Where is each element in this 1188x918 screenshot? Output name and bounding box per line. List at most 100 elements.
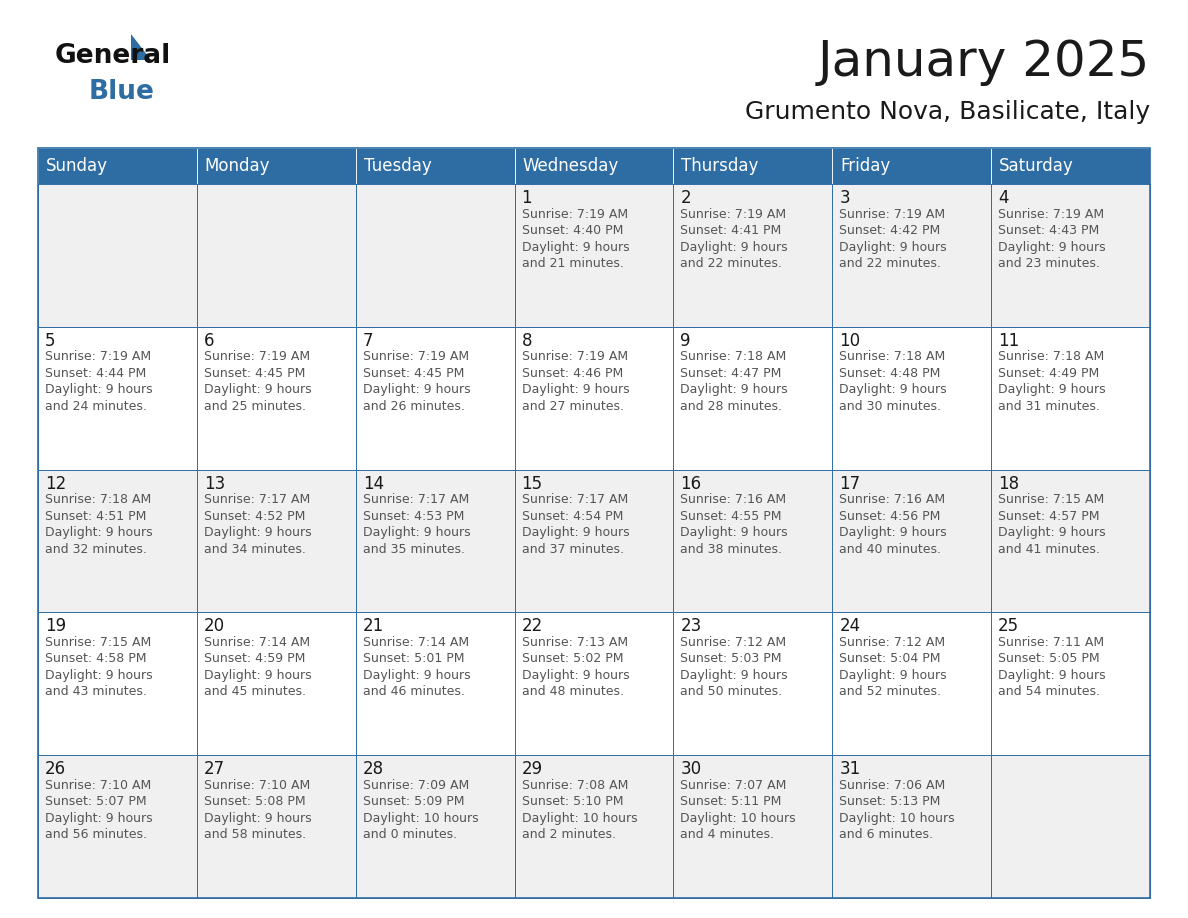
Text: Sunset: 4:42 PM: Sunset: 4:42 PM	[839, 224, 941, 237]
Text: Daylight: 9 hours: Daylight: 9 hours	[681, 669, 788, 682]
Text: 30: 30	[681, 760, 702, 778]
Text: and 41 minutes.: and 41 minutes.	[998, 543, 1100, 555]
Bar	[833, 470, 991, 612]
Text: Sunrise: 7:14 AM: Sunrise: 7:14 AM	[204, 636, 310, 649]
Text: and 32 minutes.: and 32 minutes.	[45, 543, 147, 555]
Text: Sunrise: 7:18 AM: Sunrise: 7:18 AM	[998, 351, 1105, 364]
Text: and 35 minutes.: and 35 minutes.	[362, 543, 465, 555]
Text: and 48 minutes.: and 48 minutes.	[522, 686, 624, 699]
Text: 6: 6	[204, 331, 214, 350]
Text: 12: 12	[45, 475, 67, 493]
Text: 1: 1	[522, 189, 532, 207]
Text: Daylight: 9 hours: Daylight: 9 hours	[681, 526, 788, 539]
Bar	[674, 148, 833, 184]
Text: Blue: Blue	[89, 79, 154, 105]
Text: Daylight: 9 hours: Daylight: 9 hours	[998, 526, 1106, 539]
Text: 16: 16	[681, 475, 702, 493]
Text: Sunrise: 7:19 AM: Sunrise: 7:19 AM	[522, 351, 627, 364]
Text: 10: 10	[839, 331, 860, 350]
Bar	[355, 327, 514, 470]
Text: Daylight: 9 hours: Daylight: 9 hours	[522, 669, 630, 682]
Text: and 30 minutes.: and 30 minutes.	[839, 400, 941, 413]
Text: and 26 minutes.: and 26 minutes.	[362, 400, 465, 413]
Text: Daylight: 9 hours: Daylight: 9 hours	[45, 812, 152, 824]
Bar	[355, 184, 514, 327]
Bar	[355, 470, 514, 612]
Text: Sunday: Sunday	[46, 157, 108, 175]
Text: Daylight: 9 hours: Daylight: 9 hours	[362, 526, 470, 539]
Text: Sunrise: 7:17 AM: Sunrise: 7:17 AM	[362, 493, 469, 506]
Text: and 40 minutes.: and 40 minutes.	[839, 543, 941, 555]
Text: Sunset: 4:47 PM: Sunset: 4:47 PM	[681, 367, 782, 380]
Text: 20: 20	[204, 618, 225, 635]
Text: and 0 minutes.: and 0 minutes.	[362, 828, 457, 841]
Text: Sunset: 4:43 PM: Sunset: 4:43 PM	[998, 224, 1099, 237]
Text: and 21 minutes.: and 21 minutes.	[522, 257, 624, 270]
Bar	[991, 470, 1150, 612]
Text: 23: 23	[681, 618, 702, 635]
Text: and 52 minutes.: and 52 minutes.	[839, 686, 941, 699]
Text: Sunset: 4:49 PM: Sunset: 4:49 PM	[998, 367, 1099, 380]
Text: 15: 15	[522, 475, 543, 493]
Text: Daylight: 9 hours: Daylight: 9 hours	[998, 241, 1106, 253]
Text: 8: 8	[522, 331, 532, 350]
Text: Monday: Monday	[204, 157, 271, 175]
Text: Sunset: 4:56 PM: Sunset: 4:56 PM	[839, 509, 941, 522]
Text: Daylight: 9 hours: Daylight: 9 hours	[204, 669, 311, 682]
Text: 18: 18	[998, 475, 1019, 493]
Bar	[991, 148, 1150, 184]
Text: Daylight: 9 hours: Daylight: 9 hours	[45, 669, 152, 682]
Bar	[514, 327, 674, 470]
Bar	[38, 327, 197, 470]
Bar	[197, 327, 355, 470]
Bar	[38, 470, 197, 612]
Text: Sunset: 4:58 PM: Sunset: 4:58 PM	[45, 653, 146, 666]
Text: Daylight: 9 hours: Daylight: 9 hours	[839, 241, 947, 253]
Text: Sunrise: 7:19 AM: Sunrise: 7:19 AM	[839, 207, 946, 220]
Text: Sunset: 4:59 PM: Sunset: 4:59 PM	[204, 653, 305, 666]
Text: Daylight: 9 hours: Daylight: 9 hours	[362, 669, 470, 682]
Text: 24: 24	[839, 618, 860, 635]
Text: Daylight: 10 hours: Daylight: 10 hours	[362, 812, 479, 824]
Text: Daylight: 9 hours: Daylight: 9 hours	[204, 812, 311, 824]
Text: Grumento Nova, Basilicate, Italy: Grumento Nova, Basilicate, Italy	[745, 100, 1150, 124]
Text: Sunset: 4:46 PM: Sunset: 4:46 PM	[522, 367, 623, 380]
Text: Sunrise: 7:09 AM: Sunrise: 7:09 AM	[362, 778, 469, 791]
Bar	[197, 612, 355, 756]
Text: Sunset: 5:10 PM: Sunset: 5:10 PM	[522, 795, 623, 808]
Bar	[514, 184, 674, 327]
Text: Sunset: 5:03 PM: Sunset: 5:03 PM	[681, 653, 782, 666]
Text: 21: 21	[362, 618, 384, 635]
Text: Daylight: 10 hours: Daylight: 10 hours	[681, 812, 796, 824]
Bar	[674, 470, 833, 612]
Text: and 46 minutes.: and 46 minutes.	[362, 686, 465, 699]
Bar	[833, 327, 991, 470]
Text: Daylight: 9 hours: Daylight: 9 hours	[45, 384, 152, 397]
Text: Sunrise: 7:19 AM: Sunrise: 7:19 AM	[522, 207, 627, 220]
Text: Sunrise: 7:10 AM: Sunrise: 7:10 AM	[204, 778, 310, 791]
Text: 25: 25	[998, 618, 1019, 635]
Text: 17: 17	[839, 475, 860, 493]
Text: 19: 19	[45, 618, 67, 635]
Text: Sunrise: 7:15 AM: Sunrise: 7:15 AM	[998, 493, 1105, 506]
Text: and 22 minutes.: and 22 minutes.	[681, 257, 783, 270]
Text: Daylight: 9 hours: Daylight: 9 hours	[681, 241, 788, 253]
Bar	[355, 148, 514, 184]
Text: Sunrise: 7:19 AM: Sunrise: 7:19 AM	[45, 351, 151, 364]
Bar	[355, 612, 514, 756]
Text: Sunrise: 7:19 AM: Sunrise: 7:19 AM	[998, 207, 1105, 220]
Bar	[674, 612, 833, 756]
Text: and 22 minutes.: and 22 minutes.	[839, 257, 941, 270]
Text: and 54 minutes.: and 54 minutes.	[998, 686, 1100, 699]
Text: 28: 28	[362, 760, 384, 778]
Bar	[38, 756, 197, 898]
Text: and 4 minutes.: and 4 minutes.	[681, 828, 775, 841]
Text: Daylight: 9 hours: Daylight: 9 hours	[45, 526, 152, 539]
Text: and 2 minutes.: and 2 minutes.	[522, 828, 615, 841]
Bar	[833, 148, 991, 184]
Text: Daylight: 9 hours: Daylight: 9 hours	[204, 384, 311, 397]
Text: Daylight: 9 hours: Daylight: 9 hours	[839, 669, 947, 682]
Text: Daylight: 9 hours: Daylight: 9 hours	[998, 669, 1106, 682]
Text: 7: 7	[362, 331, 373, 350]
Text: Sunrise: 7:19 AM: Sunrise: 7:19 AM	[681, 207, 786, 220]
